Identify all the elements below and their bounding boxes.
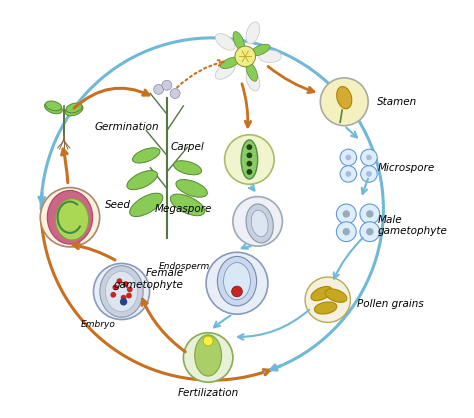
Ellipse shape	[314, 302, 337, 314]
Circle shape	[246, 144, 252, 150]
Circle shape	[246, 169, 252, 175]
Ellipse shape	[66, 103, 82, 113]
Circle shape	[93, 263, 150, 319]
Ellipse shape	[220, 57, 240, 69]
Ellipse shape	[173, 161, 201, 175]
Text: Fertilization: Fertilization	[177, 387, 239, 398]
Ellipse shape	[218, 256, 256, 306]
Text: Endosperm: Endosperm	[159, 262, 210, 271]
Text: Male
gametophyte: Male gametophyte	[377, 215, 447, 236]
Ellipse shape	[127, 171, 157, 190]
Ellipse shape	[251, 210, 268, 237]
Text: Megaspore: Megaspore	[155, 204, 212, 214]
Ellipse shape	[246, 62, 257, 81]
Circle shape	[340, 149, 356, 166]
Text: Microspore: Microspore	[377, 163, 435, 173]
Text: Seed: Seed	[105, 200, 131, 210]
Ellipse shape	[215, 33, 235, 50]
Circle shape	[337, 222, 356, 242]
Ellipse shape	[311, 286, 332, 301]
Text: Carpel: Carpel	[170, 142, 204, 152]
Ellipse shape	[337, 87, 352, 109]
Circle shape	[127, 287, 133, 292]
Text: Female
gametophyte: Female gametophyte	[113, 268, 183, 290]
Circle shape	[203, 336, 213, 346]
Circle shape	[235, 46, 255, 67]
Circle shape	[123, 281, 128, 287]
Ellipse shape	[195, 335, 221, 376]
Circle shape	[366, 210, 374, 218]
Ellipse shape	[133, 148, 160, 163]
Text: Pollen grains: Pollen grains	[356, 299, 423, 309]
Circle shape	[246, 153, 252, 158]
Circle shape	[117, 278, 122, 284]
Ellipse shape	[170, 194, 205, 216]
Circle shape	[162, 80, 172, 90]
Circle shape	[246, 161, 252, 166]
Circle shape	[206, 252, 268, 314]
Circle shape	[366, 228, 374, 235]
Circle shape	[154, 84, 164, 94]
Ellipse shape	[47, 191, 92, 244]
Circle shape	[361, 166, 377, 182]
Ellipse shape	[233, 31, 245, 51]
Ellipse shape	[46, 101, 62, 111]
Circle shape	[337, 204, 356, 224]
Ellipse shape	[325, 289, 347, 302]
Ellipse shape	[246, 204, 273, 243]
Circle shape	[170, 89, 180, 99]
Circle shape	[346, 171, 351, 177]
Circle shape	[183, 333, 233, 382]
Circle shape	[361, 149, 377, 166]
Ellipse shape	[224, 263, 250, 300]
Text: Embryo: Embryo	[80, 320, 115, 329]
Text: Germination: Germination	[95, 122, 159, 132]
Circle shape	[343, 228, 350, 235]
Ellipse shape	[100, 266, 143, 317]
Circle shape	[233, 196, 283, 246]
Circle shape	[366, 155, 372, 161]
Circle shape	[121, 295, 127, 301]
Circle shape	[112, 285, 118, 290]
Ellipse shape	[130, 193, 163, 217]
Circle shape	[346, 155, 351, 161]
Ellipse shape	[65, 104, 83, 116]
Ellipse shape	[251, 44, 270, 56]
Ellipse shape	[45, 102, 63, 114]
Circle shape	[120, 298, 128, 306]
Circle shape	[360, 222, 380, 242]
Circle shape	[110, 292, 116, 298]
Ellipse shape	[259, 50, 282, 63]
Ellipse shape	[176, 180, 207, 197]
Circle shape	[40, 188, 100, 247]
Text: Stamen: Stamen	[377, 97, 418, 107]
Ellipse shape	[55, 199, 89, 240]
Ellipse shape	[215, 63, 235, 79]
Ellipse shape	[105, 271, 137, 312]
Circle shape	[343, 210, 350, 218]
Ellipse shape	[246, 22, 260, 44]
Circle shape	[360, 204, 380, 224]
Circle shape	[126, 293, 132, 298]
Circle shape	[305, 277, 350, 322]
Circle shape	[225, 135, 274, 184]
Circle shape	[366, 171, 372, 177]
Ellipse shape	[241, 140, 258, 179]
Ellipse shape	[246, 69, 260, 91]
Circle shape	[340, 166, 356, 182]
Circle shape	[232, 286, 242, 297]
Circle shape	[320, 78, 368, 126]
